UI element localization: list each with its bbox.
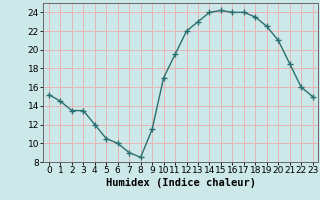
X-axis label: Humidex (Indice chaleur): Humidex (Indice chaleur) xyxy=(106,178,256,188)
